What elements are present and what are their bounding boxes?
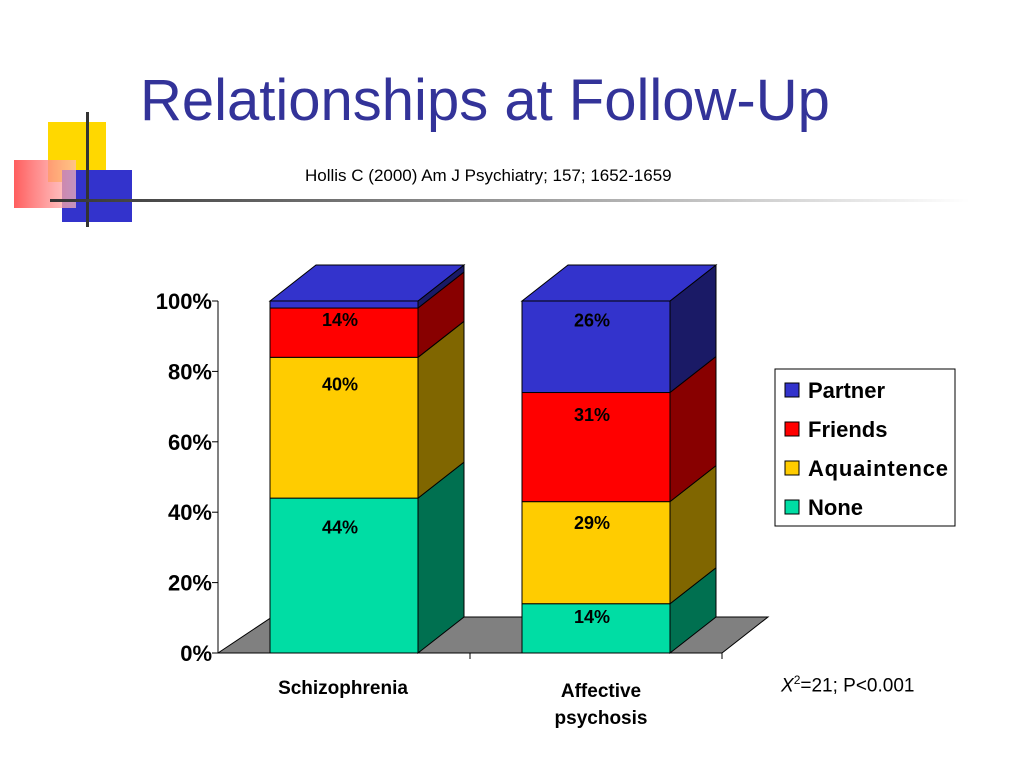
legend-box (774, 368, 956, 527)
bar-top-face (268, 264, 466, 302)
legend-swatch (784, 460, 800, 476)
legend-swatch (784, 382, 800, 398)
x-category-label: psychosis (555, 708, 648, 729)
y-tick-label: 80% (168, 359, 212, 384)
data-label: 26% (574, 311, 610, 331)
legend-label: Friends (808, 417, 887, 442)
deco-horizontal-line (50, 199, 970, 202)
legend-label: Aquaintence (808, 456, 948, 481)
deco-vertical-line (86, 112, 89, 227)
bar-segment (521, 300, 671, 394)
y-tick-label: 0% (180, 641, 212, 666)
y-tick-label: 100% (156, 289, 212, 314)
legend-swatch (784, 421, 800, 437)
legend-label: Partner (808, 378, 885, 403)
slide-title: Relationships at Follow-Up (140, 68, 830, 133)
data-label: 29% (574, 513, 610, 533)
x-category-label: Affective (561, 681, 641, 702)
slide-subtitle: Hollis C (2000) Am J Psychiatry; 157; 16… (305, 166, 672, 185)
chi-result: =21; P<0.001 (800, 675, 915, 697)
bar-segment (269, 300, 419, 309)
y-tick-label: 40% (168, 500, 212, 525)
chi-symbol: X (781, 675, 794, 697)
bar-segment (521, 603, 671, 654)
data-label: 14% (574, 607, 610, 627)
chi-square-note: X2=21; P<0.001 (781, 673, 914, 697)
legend-label: None (808, 495, 863, 520)
y-tick-label: 60% (168, 430, 212, 455)
bar-top-face (520, 264, 718, 302)
data-label: 44% (322, 517, 358, 537)
data-label: 40% (322, 374, 358, 394)
title-decoration (14, 112, 970, 227)
bar-segment (521, 392, 671, 503)
chi-exponent: 2 (793, 673, 801, 687)
legend-swatch (784, 499, 800, 515)
y-tick-label: 20% (168, 571, 212, 596)
x-category-label: Schizophrenia (278, 678, 408, 699)
bar-segment (521, 501, 671, 605)
data-label: 31% (574, 405, 610, 425)
data-label: 14% (322, 310, 358, 330)
